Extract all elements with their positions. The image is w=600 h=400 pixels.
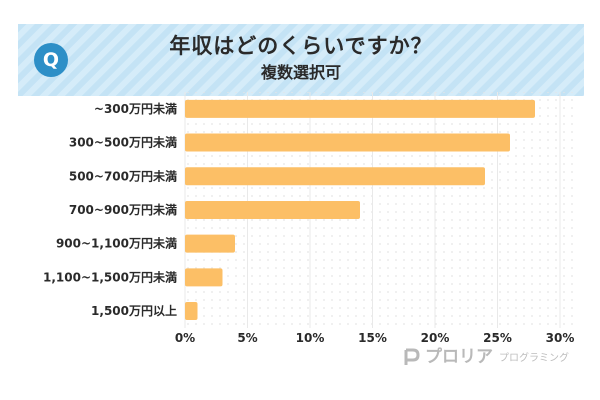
category-label: 500~700万円未満 (69, 168, 177, 183)
chart-subtitle: 複数選択可 (260, 63, 341, 82)
x-tick-label: 30% (546, 331, 575, 345)
bar (185, 99, 535, 118)
chart-title: 年収はどのくらいですか？ (169, 34, 433, 58)
category-label: 700~900万円未満 (69, 202, 177, 217)
category-label: 300~500万円未満 (69, 135, 177, 150)
bar (185, 302, 198, 321)
category-label: ~300万円未満 (94, 101, 177, 116)
x-tick-label: 15% (358, 331, 387, 345)
logo-mark-icon (404, 348, 420, 365)
category-label: 900~1,100万円未満 (56, 236, 177, 251)
x-tick-label: 25% (483, 331, 512, 345)
x-tick-label: 20% (421, 331, 450, 345)
logo-subtitle: プログラミング (499, 353, 569, 364)
question-icon: Q (34, 43, 68, 77)
logo-name: プロリア (425, 347, 493, 367)
bar (185, 167, 485, 186)
bar (185, 200, 360, 219)
brand-logo: プロリア プログラミング (402, 346, 569, 368)
category-label: 1,100~1,500万円未満 (43, 269, 177, 284)
x-tick-label: 10% (296, 331, 325, 345)
category-label: 1,500万円以上 (91, 303, 177, 318)
bar (185, 234, 235, 253)
x-tick-label: 5% (237, 331, 257, 345)
bar (185, 133, 510, 152)
header-band (18, 24, 584, 96)
bar (185, 268, 223, 287)
x-tick-label: 0% (175, 331, 195, 345)
question-header: Q 年収はどのくらいですか？ 複数選択可 (18, 24, 584, 96)
